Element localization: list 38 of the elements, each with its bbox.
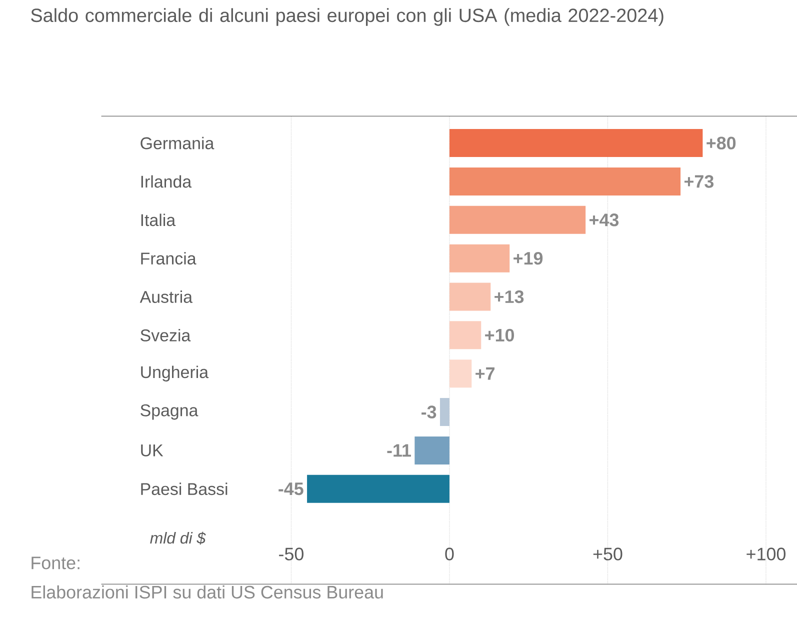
data-label: +19	[514, 252, 543, 265]
x-axis-title: mld di $	[150, 532, 206, 545]
y-tick-label: Italia	[141, 214, 176, 226]
y-tick-label: Germania	[140, 136, 214, 150]
data-label: +80	[706, 136, 736, 150]
y-tick-label: Paesi Bassi	[141, 482, 228, 496]
data-label: -11	[387, 444, 411, 457]
y-tick-label: Spagna	[140, 404, 198, 420]
y-tick-label: Svezia	[140, 328, 191, 342]
x-tick-label: -50	[279, 548, 304, 560]
bar	[449, 360, 472, 388]
y-tick-label: Francia	[141, 252, 196, 265]
bar	[449, 167, 681, 196]
bar	[449, 244, 510, 272]
x-tick-label: +100	[746, 548, 786, 560]
source-note: Fonte:	[32, 556, 80, 570]
bar	[449, 206, 586, 234]
y-tick-label: Irlanda	[141, 175, 192, 188]
y-tick-label: Ungheria	[141, 366, 209, 382]
bar	[440, 398, 450, 426]
bar	[449, 282, 491, 311]
data-label: +7	[476, 367, 494, 380]
data-label: +73	[684, 175, 714, 188]
data-label: -3	[422, 406, 436, 418]
bar	[414, 436, 450, 464]
data-label: +10	[485, 328, 514, 342]
x-tick-label: 0	[445, 548, 454, 560]
x-tick-label: +50	[593, 548, 622, 560]
bar	[307, 474, 450, 503]
bar	[449, 321, 482, 350]
y-tick-label: UK	[141, 444, 164, 456]
data-label: -45	[278, 482, 304, 496]
text: Elaborazioni ISPI su dati US Census Bureau	[32, 585, 383, 599]
data-label: +43	[590, 214, 619, 226]
y-tick-label: Austria	[140, 290, 193, 303]
bar	[449, 129, 703, 158]
data-label: +13	[494, 290, 524, 304]
chart-title: Saldo commerciale di alcuni paesi europei con gli USA (media 2022-2024)	[31, 8, 664, 26]
